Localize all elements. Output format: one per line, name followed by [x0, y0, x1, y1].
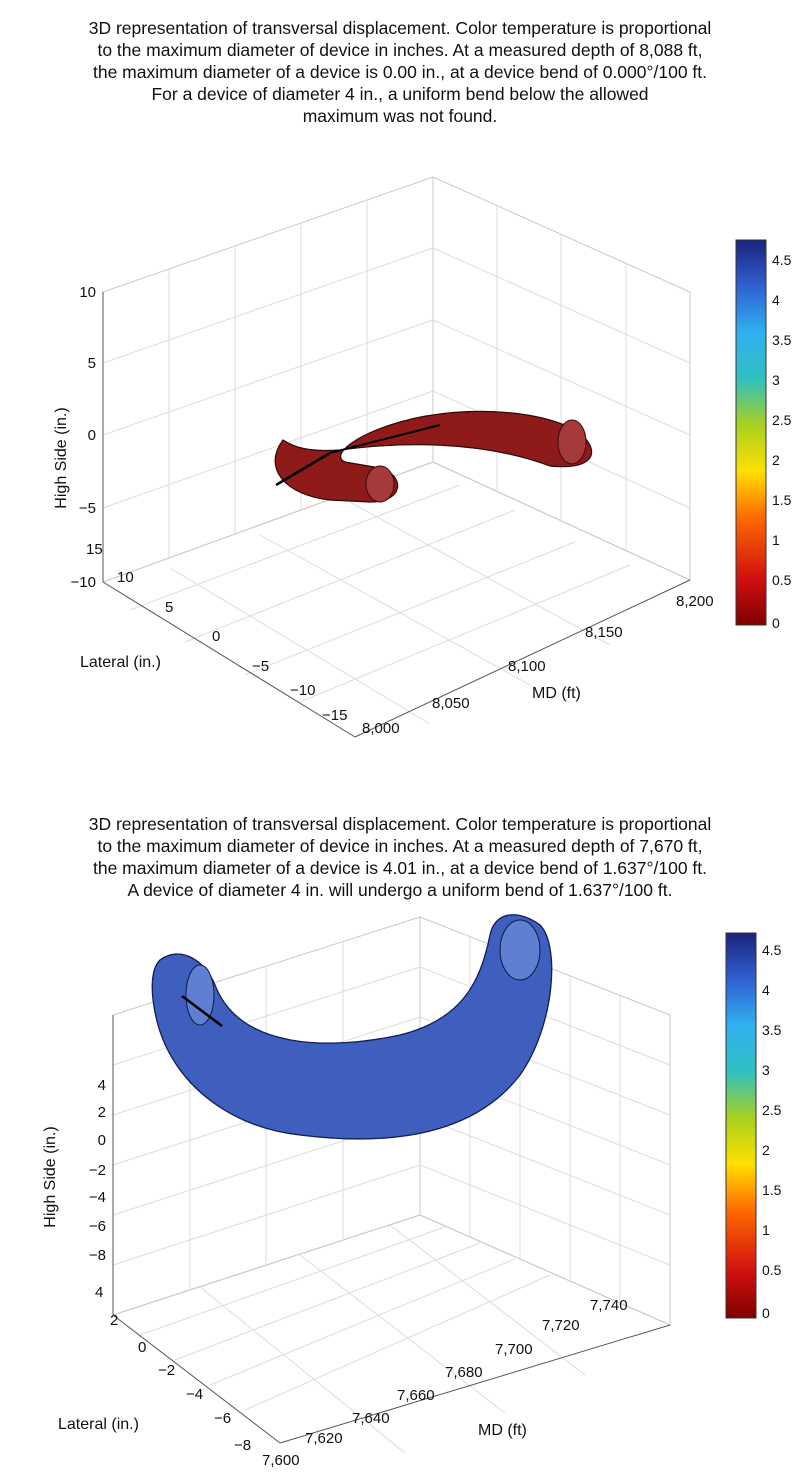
colorbar-tick: 2: [762, 1142, 770, 1158]
x-tick-label: 8,000: [362, 720, 400, 737]
x-tick-label: 7,620: [305, 1430, 343, 1447]
chart-2-3d-surface: High Side (in.) 4 2 0 −2 −4 −6 −8 Latera…: [42, 914, 782, 1469]
y-tick-label: 2: [110, 1312, 118, 1329]
y-axis-label: Lateral (in.): [80, 654, 161, 671]
colorbar-tick: 2.5: [762, 1102, 782, 1118]
x-axis-label: MD (ft): [478, 1422, 527, 1439]
colorbar-tick: 3.5: [772, 332, 792, 348]
z-axis-label: High Side (in.): [42, 1126, 59, 1227]
x-tick-label: 7,680: [445, 1364, 483, 1381]
axes-box: [102, 176, 691, 738]
colorbar-tick: 1.5: [762, 1182, 782, 1198]
y-tick-label: −5: [252, 658, 269, 675]
z-tick-label: −8: [89, 1247, 106, 1264]
colorbar-tick: 1: [762, 1222, 770, 1238]
z-tick-label: 2: [98, 1104, 106, 1121]
colorbar: 4.5 4 3.5 3 2.5 2 1.5 1 0.5 0: [725, 932, 782, 1321]
caption-line: A device of diameter 4 in. will undergo …: [127, 880, 673, 900]
x-tick-label: 8,200: [676, 593, 714, 610]
x-tick-label: 8,100: [508, 658, 546, 675]
colorbar-tick: 4.5: [772, 252, 792, 268]
z-axis: High Side (in.) 10 5 0 −5 −10: [53, 284, 96, 591]
y-tick-label: 0: [138, 1339, 146, 1356]
colorbar-tick: 0.5: [762, 1262, 782, 1278]
y-tick-label: 0: [212, 628, 220, 645]
colorbar-tick: 1: [772, 532, 780, 548]
x-axis: MD (ft) 7,600 7,620 7,640 7,660 7,680 7,…: [262, 1297, 628, 1469]
y-tick-label: 10: [117, 569, 134, 586]
y-tick-label: −8: [234, 1437, 251, 1454]
caption-line: maximum was not found.: [302, 106, 498, 126]
colorbar-tick: 1.5: [772, 492, 792, 508]
colorbar-tick: 0: [772, 615, 780, 631]
caption-line: For a device of diameter 4 in., a unifor…: [151, 84, 649, 104]
caption-line: 3D representation of transversal displac…: [88, 18, 712, 38]
z-tick-label: −10: [71, 574, 96, 591]
z-tick-label: 0: [88, 427, 96, 444]
z-tick-label: −4: [89, 1189, 106, 1206]
caption-line: the maximum diameter of a device is 0.00…: [92, 62, 707, 82]
x-tick-label: 7,640: [352, 1410, 390, 1427]
x-tick-label: 7,600: [262, 1452, 300, 1469]
x-axis: MD (ft) 8,000 8,050 8,100 8,150 8,200: [362, 593, 714, 737]
y-tick-label: −15: [322, 707, 347, 724]
z-tick-label: −6: [89, 1218, 106, 1235]
z-tick-label: 5: [88, 355, 96, 372]
colorbar-tick: 2.5: [772, 412, 792, 428]
tube-surface: [274, 410, 593, 503]
x-tick-label: 7,740: [590, 1297, 628, 1314]
z-axis-label: High Side (in.): [53, 407, 70, 508]
z-tick-label: 0: [98, 1132, 106, 1149]
y-tick-label: −6: [214, 1410, 231, 1427]
chart-1-3d-surface: High Side (in.) 10 5 0 −5 −10 Lateral (i…: [53, 176, 792, 738]
y-axis: Lateral (in.) 4 2 0 −2 −4 −6 −8: [58, 1284, 251, 1454]
chart-1-caption: 3D representation of transversal displac…: [20, 17, 780, 127]
tube-surface: [151, 914, 553, 1140]
colorbar-tick: 3.5: [762, 1022, 782, 1038]
colorbar-tick: 4.5: [762, 942, 782, 958]
colorbar: 4.5 4 3.5 3 2.5 2 1.5 1 0.5 0: [735, 239, 792, 631]
y-axis: Lateral (in.) 15 10 5 0 −5 −10 −15: [80, 541, 347, 724]
caption-line: the maximum diameter of a device is 4.01…: [92, 858, 707, 878]
z-tick-label: −2: [89, 1162, 106, 1179]
caption-line: 3D representation of transversal displac…: [88, 814, 712, 834]
colorbar-tick: 0: [762, 1305, 770, 1321]
chart-2-caption: 3D representation of transversal displac…: [20, 813, 780, 901]
colorbar-tick: 2: [772, 452, 780, 468]
x-axis-label: MD (ft): [532, 685, 581, 702]
colorbar-gradient: [735, 239, 767, 626]
y-tick-label: −2: [158, 1362, 175, 1379]
colorbar-tick: 4: [762, 982, 770, 998]
y-tick-label: −10: [290, 682, 315, 699]
z-tick-label: 4: [98, 1077, 106, 1094]
colorbar-tick: 3: [762, 1062, 770, 1078]
y-tick-label: 15: [86, 541, 103, 558]
y-tick-label: 5: [165, 599, 173, 616]
y-tick-label: 4: [95, 1284, 103, 1301]
colorbar-tick: 4: [772, 292, 780, 308]
caption-line: to the maximum diameter of device in inc…: [97, 40, 703, 60]
y-axis-label: Lateral (in.): [58, 1416, 139, 1433]
colorbar-gradient: [725, 932, 757, 1319]
colorbar-tick: 3: [772, 372, 780, 388]
x-tick-label: 8,050: [432, 695, 470, 712]
caption-line: to the maximum diameter of device in inc…: [97, 836, 703, 856]
y-tick-label: −4: [186, 1386, 203, 1403]
z-tick-label: 10: [79, 284, 96, 301]
x-tick-label: 7,660: [397, 1387, 435, 1404]
x-tick-label: 7,720: [542, 1317, 580, 1334]
z-tick-label: −5: [79, 500, 96, 517]
z-axis: High Side (in.) 4 2 0 −2 −4 −6 −8: [42, 1077, 106, 1264]
x-tick-label: 7,700: [495, 1341, 533, 1358]
x-tick-label: 8,150: [585, 624, 623, 641]
colorbar-tick: 0.5: [772, 572, 792, 588]
